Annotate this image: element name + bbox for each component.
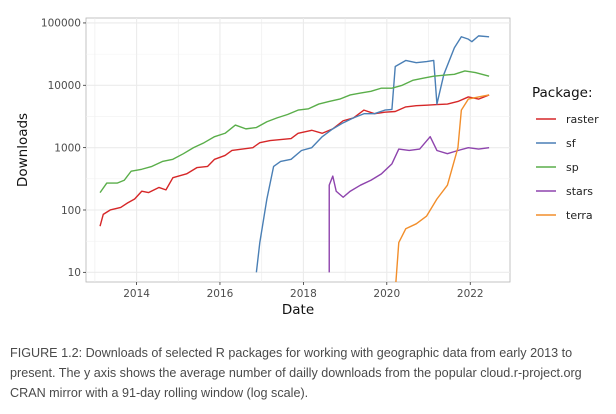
x-tick-label: 2016 <box>207 288 234 300</box>
y-tick-label: 10 <box>68 267 81 279</box>
downloads-line-chart: 10 100 1000 10000 100000 2014 2016 2018 2020 202… <box>15 17 599 318</box>
figure-caption: FIGURE 1.2: Downloads of selected R pack… <box>10 346 582 400</box>
x-axis-title: Date <box>282 302 314 318</box>
series-line-sp <box>99 70 490 194</box>
y-tick-label: 10000 <box>48 80 81 92</box>
y-axis-ticks: 10 100 1000 10000 100000 <box>41 18 86 279</box>
legend-label-raster: raster <box>566 113 599 126</box>
series-line-raster <box>99 94 490 227</box>
y-tick-label: 100 <box>61 205 81 217</box>
legend-title: Package: <box>532 85 593 101</box>
x-axis-ticks: 2014 2016 2018 2020 2022 <box>123 282 484 300</box>
legend-label-sf: sf <box>566 137 577 150</box>
y-axis-title: Downloads <box>15 113 31 187</box>
y-tick-label: 1000 <box>54 142 81 154</box>
series-line-terra <box>395 94 490 282</box>
y-tick-label: 100000 <box>41 18 81 30</box>
series-line-sf <box>255 35 490 273</box>
plot-panel <box>85 17 511 283</box>
series-line-stars <box>328 135 490 273</box>
legend: Package: raster sf sp stars terra <box>532 85 599 222</box>
legend-label-terra: terra <box>566 209 593 222</box>
x-tick-label: 2014 <box>123 288 150 300</box>
x-tick-label: 2022 <box>457 288 484 300</box>
series-lines <box>99 35 490 282</box>
x-tick-label: 2020 <box>373 288 400 300</box>
legend-label-sp: sp <box>566 161 579 174</box>
legend-label-stars: stars <box>566 185 593 198</box>
x-tick-label: 2018 <box>290 288 317 300</box>
